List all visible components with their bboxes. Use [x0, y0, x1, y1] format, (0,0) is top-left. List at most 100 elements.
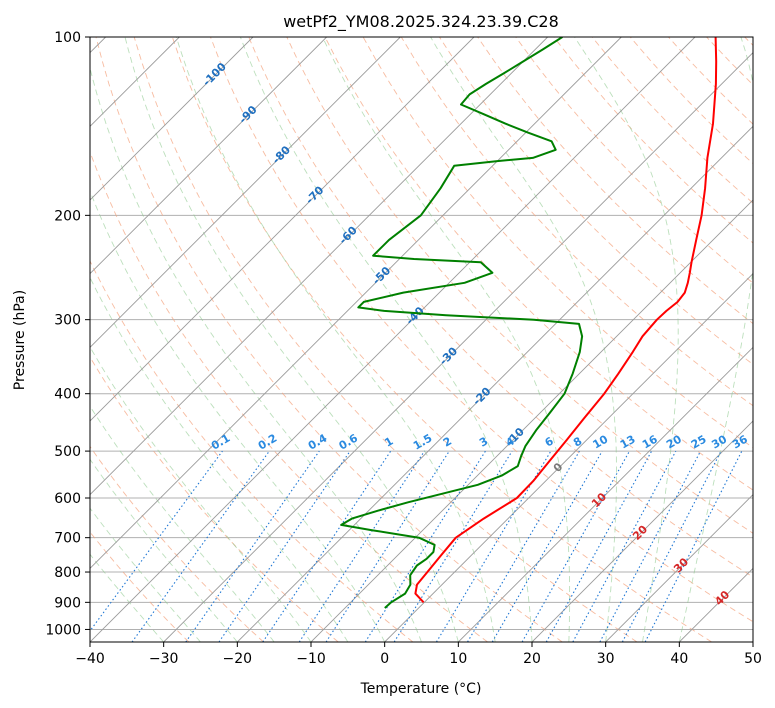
y-axis-title: Pressure (hPa) [12, 290, 28, 390]
isotherm-label: 20 [630, 523, 650, 543]
y-tick-label: 200 [54, 208, 81, 224]
x-axis-title: Temperature (°C) [360, 681, 482, 697]
skewed-isotherms [90, 37, 753, 642]
moist-adiabat [90, 405, 275, 642]
dry-adiabat [90, 531, 190, 642]
dry-adiabat [90, 445, 264, 642]
isotherm-label: -50 [370, 264, 393, 287]
dry-adiabat [324, 37, 753, 491]
mixing-ratio-line [644, 450, 743, 642]
mixing-ratio-line [599, 450, 702, 642]
isotherm-label: -80 [270, 143, 293, 166]
mixing-ratio-lines [90, 450, 743, 642]
moist-adiabat [175, 37, 496, 642]
mixing-ratio-line [218, 450, 351, 642]
dry-adiabat [706, 37, 753, 86]
isotherm-label: 10 [589, 490, 609, 510]
mixing-ratio-line [545, 450, 653, 642]
chart-title: wetPf2_YM08.2025.324.23.39.C28 [283, 12, 559, 32]
isotherm [90, 37, 548, 496]
temperature-line [414, 37, 718, 603]
y-axis: 100 200 300 400 500 600 700 800 900 1000 [45, 30, 90, 638]
dry-adiabat [210, 37, 753, 623]
mixing-ratio-label: 0.1 [209, 432, 232, 453]
mixing-ratio-line [298, 450, 425, 642]
dry-adiabats [90, 37, 753, 642]
y-tick-label: 700 [54, 531, 81, 547]
isotherm [90, 37, 401, 348]
dry-adiabat [668, 37, 753, 125]
isotherm [531, 420, 753, 642]
y-tick-label: 500 [54, 444, 81, 460]
isotherm-label: -60 [337, 224, 360, 247]
mixing-ratio-label: 20 [664, 432, 684, 451]
dry-adiabat [553, 37, 753, 244]
isotherm [310, 199, 753, 642]
mixing-ratio-label: 10 [590, 432, 610, 451]
mixing-ratio-line [521, 450, 630, 642]
dry-adiabat [171, 37, 712, 642]
isotherm [384, 273, 753, 642]
moist-adiabat [430, 37, 617, 642]
y-tick-label: 300 [54, 313, 81, 329]
x-tick-label: 50 [744, 651, 762, 667]
mixing-ratio-label: 16 [640, 432, 660, 451]
dry-adiabat [90, 150, 488, 642]
mixing-ratio-line [467, 450, 580, 642]
mixing-ratio-label: 13 [618, 433, 638, 452]
moist-adiabat [678, 37, 753, 642]
dry-adiabat [439, 37, 753, 365]
dry-adiabat [744, 37, 753, 47]
isotherm [679, 567, 753, 642]
x-tick-label: −30 [149, 651, 179, 667]
moist-adiabat [90, 190, 386, 642]
y-tick-label: 900 [54, 595, 81, 611]
dewpoint-line [340, 37, 584, 609]
mixing-ratio-label: 8 [571, 435, 584, 450]
isotherm [90, 37, 622, 569]
dry-adiabat [286, 37, 753, 534]
isotherm [90, 37, 475, 422]
x-tick-label: −40 [75, 651, 105, 667]
mixing-ratio-line [393, 450, 513, 642]
profile-lines [340, 37, 718, 609]
y-tick-label: 600 [54, 491, 81, 507]
isotherm [163, 52, 753, 642]
isotherm [605, 494, 753, 642]
dry-adiabat [591, 37, 753, 204]
moist-adiabats [90, 37, 753, 642]
moist-adiabat [322, 37, 571, 642]
isotherm [458, 346, 753, 642]
isotherm [237, 125, 753, 642]
mixing-ratio-label: 25 [689, 433, 709, 452]
mixing-ratio-line [185, 450, 320, 642]
isotherm-label: -90 [236, 103, 259, 126]
moist-adiabat [90, 276, 349, 642]
mixing-ratio-line [572, 450, 677, 642]
moist-adiabat [90, 458, 238, 642]
moist-adiabat [90, 345, 312, 642]
mixing-ratio-line [90, 450, 223, 632]
y-tick-label: 100 [54, 30, 81, 46]
y-tick-label: 400 [54, 387, 81, 403]
isotherm [90, 37, 696, 642]
dry-adiabat [133, 37, 638, 642]
mixing-ratio-line [364, 450, 486, 642]
mixing-ratio-label: 1 [382, 435, 395, 450]
moist-adiabat [124, 37, 459, 642]
moist-adiabat [90, 553, 165, 642]
x-tick-label: 30 [597, 651, 615, 667]
moist-adiabat [90, 507, 201, 642]
dry-adiabat [90, 356, 339, 642]
mixing-ratio-line [491, 450, 603, 642]
mixing-ratio-label: 0.4 [306, 431, 330, 452]
x-axis: −40 −30 −20 −10 0 10 20 30 40 50 [75, 642, 762, 667]
isotherm-label: -30 [437, 344, 460, 367]
isotherm [752, 641, 753, 642]
x-tick-label: −20 [223, 651, 253, 667]
mixing-ratio-label: 1.5 [411, 432, 434, 453]
y-tick-label: 1000 [45, 622, 81, 638]
isotherm-label: 40 [712, 588, 732, 608]
moist-adiabat [574, 37, 679, 642]
